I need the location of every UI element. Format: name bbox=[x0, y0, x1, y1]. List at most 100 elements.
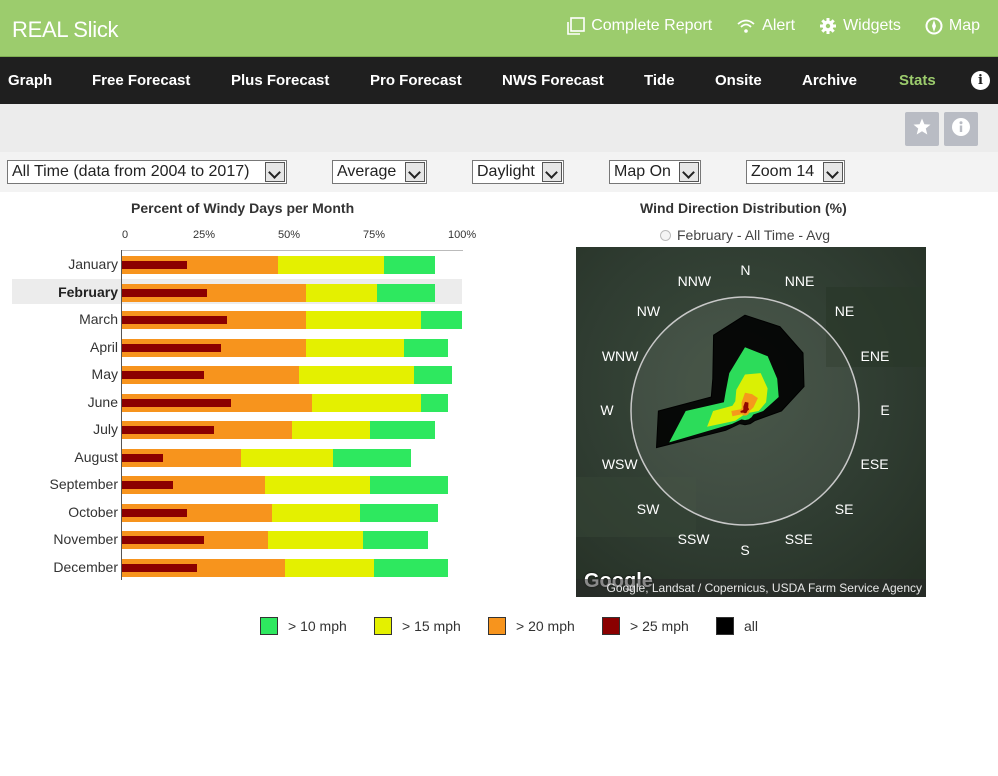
alert-link[interactable]: Alert bbox=[736, 17, 795, 35]
bar-25-mph[interactable] bbox=[122, 536, 204, 544]
zoom-select[interactable]: Zoom 14 bbox=[746, 160, 845, 184]
month-label: November bbox=[53, 531, 118, 547]
rose-area-15-mph[interactable] bbox=[707, 373, 768, 427]
map-label: Map bbox=[948, 17, 980, 34]
map-toggle-value: Map On bbox=[614, 163, 671, 180]
rose-area-25-mph[interactable] bbox=[740, 401, 750, 414]
bar-20-mph[interactable] bbox=[122, 476, 265, 494]
bar-25-mph[interactable] bbox=[122, 288, 207, 297]
nav-free-forecast[interactable]: Free Forecast bbox=[92, 72, 191, 89]
legend-swatch bbox=[602, 617, 620, 635]
widgets-link[interactable]: Widgets bbox=[819, 17, 901, 35]
favorite-button[interactable] bbox=[905, 112, 939, 146]
compass-icon bbox=[925, 17, 943, 35]
bar-25-mph[interactable] bbox=[122, 426, 214, 434]
bar-chart-y-axis bbox=[121, 250, 122, 580]
month-label: May bbox=[91, 366, 118, 382]
rose-radio[interactable] bbox=[660, 229, 671, 241]
direction-label: W bbox=[600, 402, 614, 418]
legend-item[interactable]: > 25 mph bbox=[602, 617, 689, 635]
month-label: January bbox=[68, 256, 118, 272]
bar-25-mph[interactable] bbox=[122, 316, 228, 324]
month-label: December bbox=[53, 558, 118, 575]
legend-item[interactable]: > 15 mph bbox=[374, 617, 461, 635]
bar-20-mph[interactable] bbox=[122, 558, 286, 577]
bar-20-mph[interactable] bbox=[122, 503, 272, 522]
legend-item[interactable]: all bbox=[716, 617, 758, 635]
direction-label: NE bbox=[834, 303, 855, 319]
nav-tide[interactable]: Tide bbox=[644, 72, 675, 89]
direction-label: E bbox=[880, 402, 890, 418]
header-links: Complete Report Alert Widgets Map bbox=[567, 17, 980, 35]
rose-subtitle-text: February - All Time - Avg bbox=[677, 227, 831, 243]
bar-25-mph[interactable] bbox=[122, 398, 231, 407]
x-tick-label: 0 bbox=[122, 229, 129, 241]
map-attribution[interactable]: Google, Landsat / Copernicus, USDA Farm … bbox=[576, 579, 926, 597]
info-button[interactable] bbox=[944, 112, 978, 146]
legend-swatch bbox=[716, 617, 734, 635]
report-icon bbox=[567, 17, 586, 35]
x-tick-label: 25% bbox=[193, 229, 216, 241]
time-select-value: Daylight bbox=[477, 163, 535, 180]
info-circle-icon bbox=[951, 117, 971, 142]
nav-stats[interactable]: Stats bbox=[899, 72, 936, 89]
direction-label: S bbox=[740, 542, 750, 558]
legend-swatch bbox=[260, 617, 278, 635]
chevron-down-icon bbox=[823, 162, 843, 182]
chevron-down-icon bbox=[679, 162, 699, 182]
bar-20-mph[interactable] bbox=[122, 256, 279, 274]
month-label: June bbox=[87, 393, 118, 410]
nav-nws-forecast[interactable]: NWS Forecast bbox=[502, 72, 604, 89]
rose-area-10-mph[interactable] bbox=[669, 347, 779, 443]
legend-item[interactable]: > 20 mph bbox=[488, 617, 575, 635]
nav-plus-forecast[interactable]: Plus Forecast bbox=[231, 72, 330, 89]
x-tick-label: 50% bbox=[278, 229, 301, 241]
bar-25-mph[interactable] bbox=[122, 453, 163, 462]
month-label: February bbox=[58, 283, 118, 300]
bar-chart-title: Percent of Windy Days per Month bbox=[131, 200, 355, 216]
nav-onsite[interactable]: Onsite bbox=[715, 72, 762, 89]
legend-label: > 10 mph bbox=[288, 618, 347, 634]
month-label: April bbox=[89, 338, 118, 355]
zoom-select-value: Zoom 14 bbox=[751, 163, 815, 180]
direction-label: N bbox=[740, 262, 751, 278]
info-icon[interactable]: i bbox=[971, 71, 990, 90]
map-toggle-select[interactable]: Map On bbox=[609, 160, 701, 184]
wind-rose-map[interactable]: N NNE NE ENE E ESE SE SSE S SSW SW WSW W WNW NW NNW Goo… bbox=[576, 247, 926, 597]
bar-20-mph[interactable] bbox=[122, 283, 306, 302]
filter-row: All Time (data from 2004 to 2017) Averag… bbox=[0, 152, 998, 192]
widgets-label: Widgets bbox=[843, 17, 901, 34]
direction-label: WSW bbox=[601, 455, 638, 472]
wind-rose-svg bbox=[576, 247, 926, 597]
bar-25-mph[interactable] bbox=[122, 371, 204, 379]
nav-archive[interactable]: Archive bbox=[802, 72, 858, 89]
direction-label: ESE bbox=[860, 455, 889, 472]
bar-20-mph[interactable] bbox=[122, 448, 241, 467]
direction-label: WNW bbox=[601, 348, 639, 365]
bar-20-mph[interactable] bbox=[122, 366, 299, 384]
map-link[interactable]: Map bbox=[925, 17, 980, 35]
wifi-icon bbox=[736, 18, 756, 34]
rose-subtitle: February - All Time - Avg bbox=[660, 227, 830, 243]
nav-graph[interactable]: Graph bbox=[8, 72, 53, 89]
chevron-down-icon bbox=[265, 162, 285, 182]
legend-swatch bbox=[374, 617, 392, 635]
legend-item[interactable]: > 10 mph bbox=[260, 617, 347, 635]
bar-25-mph[interactable] bbox=[122, 343, 221, 352]
bar-25-mph[interactable] bbox=[122, 261, 187, 269]
month-label: March bbox=[79, 311, 118, 327]
bar-25-mph[interactable] bbox=[122, 481, 173, 489]
period-select[interactable]: All Time (data from 2004 to 2017) bbox=[7, 160, 287, 184]
chevron-down-icon bbox=[405, 162, 425, 182]
complete-report-link[interactable]: Complete Report bbox=[567, 17, 712, 35]
nav-pro-forecast[interactable]: Pro Forecast bbox=[370, 72, 462, 89]
tool-row bbox=[0, 104, 998, 152]
time-select[interactable]: Daylight bbox=[472, 160, 564, 184]
bar-25-mph[interactable] bbox=[122, 563, 197, 572]
brand-title[interactable]: REAL Slick bbox=[12, 17, 119, 42]
legend-label: > 15 mph bbox=[402, 618, 461, 634]
stat-select[interactable]: Average bbox=[332, 160, 427, 184]
bar-25-mph[interactable] bbox=[122, 508, 187, 517]
legend-label: > 20 mph bbox=[516, 618, 575, 634]
alert-label: Alert bbox=[762, 17, 796, 34]
